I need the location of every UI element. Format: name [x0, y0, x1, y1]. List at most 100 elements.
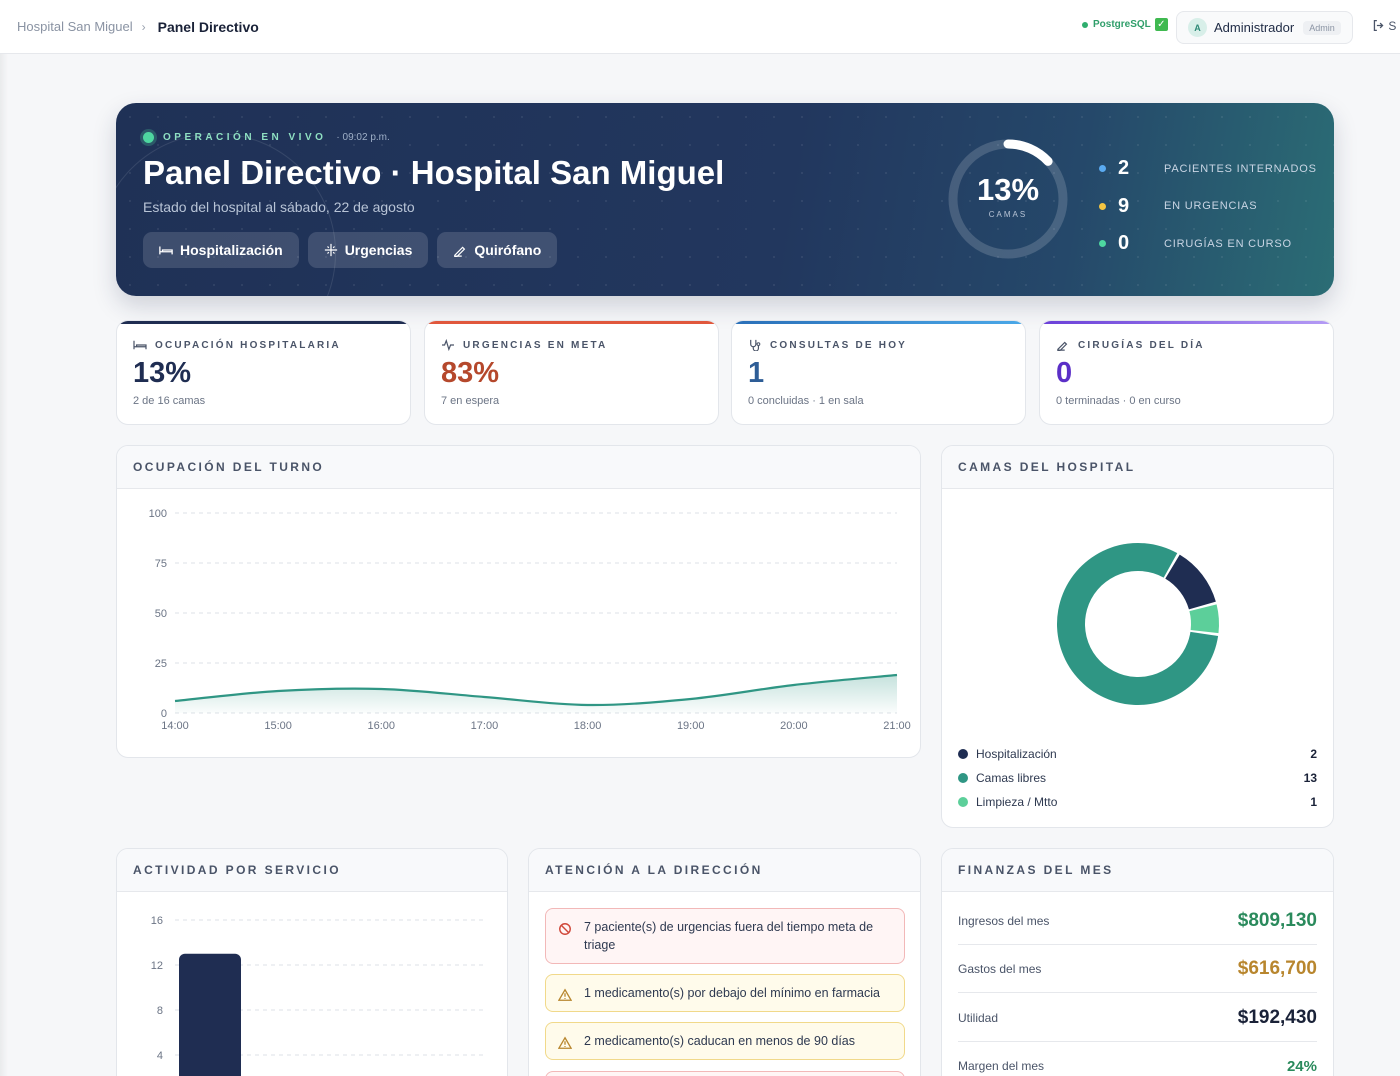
stat-cirugias: 0 CIRUGÍAS EN CURSO: [1099, 225, 1317, 263]
kpi-accent-bar: [117, 321, 410, 324]
alert-item[interactable]: [545, 1071, 905, 1076]
page-title: Panel Directivo: [157, 18, 259, 35]
kpi-value: 0: [1056, 357, 1073, 389]
legend-dot-icon: [958, 797, 968, 807]
y-tick-label: 4: [157, 1050, 163, 1062]
donut-slice: [1189, 604, 1219, 634]
y-tick-label: 16: [151, 915, 163, 927]
card-header: ATENCIÓN A LA DIRECCIÓN: [529, 849, 920, 892]
kpi-accent-bar: [425, 321, 718, 324]
alert-item[interactable]: 7 paciente(s) de urgencias fuera del tie…: [545, 908, 905, 964]
stat-label: PACIENTES INTERNADOS: [1164, 162, 1317, 175]
card-header: OCUPACIÓN DEL TURNO: [117, 446, 920, 489]
live-time: · 09:02 p.m.: [336, 132, 390, 143]
finance-row-ingresos: Ingresos del mes $809,130: [958, 897, 1317, 945]
card-header: FINANZAS DEL MES: [942, 849, 1333, 892]
hero-stats: 2 PACIENTES INTERNADOS 9 EN URGENCIAS 0 …: [1099, 150, 1317, 263]
finance-row-utilidad: Utilidad $192,430: [958, 994, 1317, 1042]
live-label: OPERACIÓN EN VIVO: [163, 132, 327, 143]
stethoscope-icon: [750, 339, 761, 351]
kpi-ocupacion[interactable]: OCUPACIÓN HOSPITALARIA 13% 2 de 16 camas: [116, 320, 411, 425]
kpi-header: OCUPACIÓN HOSPITALARIA: [133, 339, 341, 351]
alert-text: 1 medicamento(s) por debajo del mínimo e…: [584, 986, 880, 1000]
kpi-consultas[interactable]: CONSULTAS DE HOY 1 0 concluidas · 1 en s…: [731, 320, 1026, 425]
urgencias-button[interactable]: Urgencias: [307, 232, 429, 268]
finance-label: Margen del mes: [958, 1059, 1045, 1073]
alert-text: 2 medicamento(s) caducan en menos de 90 …: [584, 1034, 855, 1048]
legend-label: Camas libres: [976, 771, 1047, 785]
x-tick-label: 21:00: [883, 720, 911, 732]
y-tick-label: 50: [155, 608, 167, 620]
alerts-card: ATENCIÓN A LA DIRECCIÓN 7 paciente(s) de…: [528, 848, 921, 1076]
user-menu[interactable]: A Administrador Admin: [1176, 11, 1353, 44]
finance-label: Ingresos del mes: [958, 913, 1050, 928]
check-icon: ✓: [1154, 18, 1168, 31]
kpi-header: CONSULTAS DE HOY: [748, 339, 907, 351]
kpi-header: CIRUGÍAS DEL DÍA: [1056, 339, 1205, 351]
kpi-urgencias[interactable]: URGENCIAS EN META 83% 7 en espera: [424, 320, 719, 425]
x-tick-label: 16:00: [368, 720, 396, 732]
kpi-subtext: 0 concluidas · 1 en sala: [748, 395, 864, 407]
card-title: CAMAS DEL HOSPITAL: [958, 460, 1136, 474]
scalpel-icon: [1057, 341, 1068, 351]
legend-item[interactable]: Camas libres 13: [958, 766, 1317, 790]
finance-value: 24%: [1286, 1057, 1317, 1075]
kpi-subtext: 0 terminadas · 0 en curso: [1056, 395, 1181, 407]
stat-internados: 2 PACIENTES INTERNADOS: [1099, 150, 1317, 188]
x-tick-label: 20:00: [780, 720, 808, 732]
hospitalizacion-label: Hospitalización: [180, 242, 283, 258]
alert-item[interactable]: 2 medicamento(s) caducan en menos de 90 …: [545, 1022, 905, 1060]
card-title: ATENCIÓN A LA DIRECCIÓN: [545, 863, 763, 877]
x-tick-label: 14:00: [161, 720, 189, 732]
series-line: [174, 673, 898, 707]
hero-subtitle: Estado del hospital al sábado, 22 de ago…: [143, 199, 415, 215]
kpi-value: 83%: [441, 357, 500, 389]
finance-row-margen: Margen del mes 24%: [958, 1042, 1317, 1076]
live-indicator: OPERACIÓN EN VIVO · 09:02 p.m.: [143, 132, 390, 143]
x-tick-label: 17:00: [471, 720, 499, 732]
y-tick-label: 8: [157, 1005, 163, 1017]
kpi-label: CIRUGÍAS DEL DÍA: [1078, 339, 1205, 351]
sparkle-icon: [324, 243, 337, 257]
hero-banner: OPERACIÓN EN VIVO · 09:02 p.m. Panel Dir…: [116, 103, 1334, 296]
legend-item[interactable]: Limpieza / Mtto 1: [958, 790, 1317, 814]
stat-dot-icon: [1099, 202, 1106, 210]
gauge-value: 13%: [976, 172, 1040, 207]
kpi-accent-bar: [1040, 321, 1333, 324]
pulse-icon: [442, 339, 454, 351]
hero-title: Panel Directivo · Hospital San Miguel: [143, 154, 725, 191]
alert-item[interactable]: 1 medicamento(s) por debajo del mínimo e…: [545, 974, 905, 1012]
bed-icon: [159, 246, 173, 255]
occupancy-gauge: [948, 139, 1068, 259]
top-bar: Hospital San Miguel › Panel Directivo Po…: [0, 0, 1400, 54]
legend-item[interactable]: Hospitalización 2: [958, 742, 1317, 766]
activity-bar-chart: 4 8 12 16: [151, 915, 483, 1076]
hospitalizacion-button[interactable]: Hospitalización: [143, 232, 299, 268]
quirofano-button[interactable]: Quirófano: [437, 232, 558, 268]
kpi-subtext: 7 en espera: [441, 395, 500, 407]
left-edge-shadow: [0, 54, 8, 1076]
logout-button[interactable]: S: [1372, 19, 1396, 33]
avatar: A: [1188, 18, 1207, 37]
occupancy-chart: 0 25 50 75 100 14:00 15:00 16:00 17:00 18:00 19:00…: [149, 508, 911, 732]
stat-value: 0: [1118, 232, 1130, 255]
donut-slice: [1057, 543, 1219, 705]
kpi-cirugias[interactable]: CIRUGÍAS DEL DÍA 0 0 terminadas · 0 en c…: [1039, 320, 1334, 425]
warning-icon: [558, 988, 572, 1001]
breadcrumb-root[interactable]: Hospital San Miguel: [17, 19, 133, 34]
finance-value: $809,130: [1237, 909, 1317, 931]
stat-dot-icon: [1099, 240, 1106, 248]
legend-dot-icon: [958, 749, 968, 759]
chevron-right-icon: ›: [141, 19, 146, 34]
legend-dot-icon: [958, 773, 968, 783]
area-fill: [175, 675, 897, 713]
prohibited-icon: [559, 923, 571, 935]
kpi-header: URGENCIAS EN META: [441, 339, 607, 351]
legend-value: 1: [1310, 795, 1317, 809]
stat-dot-icon: [1099, 165, 1106, 173]
beds-donut-chart: [1057, 543, 1219, 705]
finance-label: Gastos del mes: [958, 961, 1042, 976]
legend-label: Hospitalización: [976, 747, 1057, 761]
card-header: CAMAS DEL HOSPITAL: [942, 446, 1333, 489]
kpi-label: CONSULTAS DE HOY: [770, 339, 908, 351]
